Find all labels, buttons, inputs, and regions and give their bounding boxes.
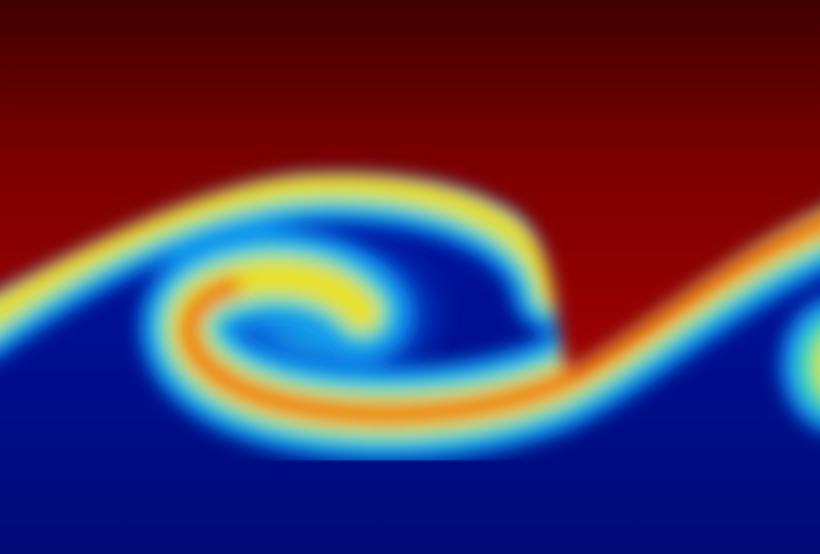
interface-bands [0, 142, 820, 462]
upper-fluid [0, 0, 820, 372]
